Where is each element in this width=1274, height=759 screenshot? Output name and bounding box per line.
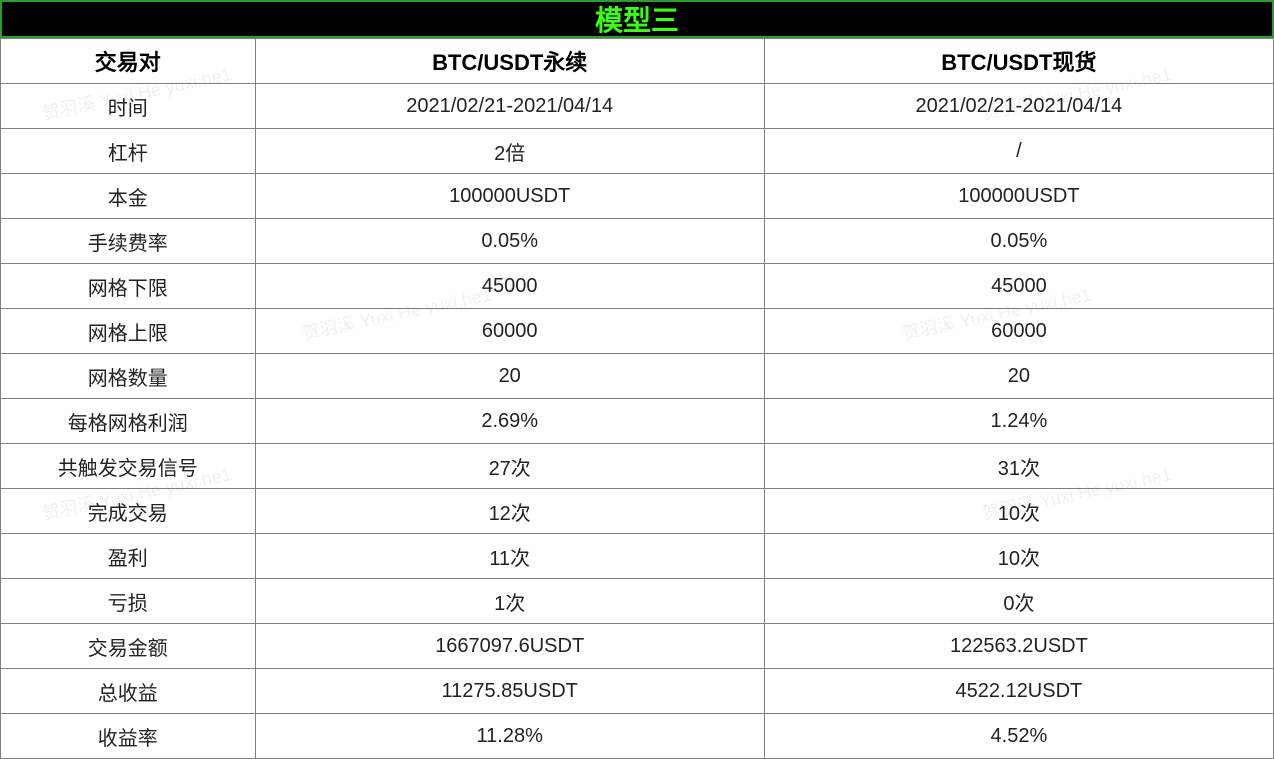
header-label: 交易对	[1, 39, 256, 84]
row-value-a: 45000	[255, 264, 764, 309]
table-row: 收益率11.28%4.52%	[1, 714, 1274, 759]
row-value-a: 2倍	[255, 129, 764, 174]
row-label: 手续费率	[1, 219, 256, 264]
row-label: 网格上限	[1, 309, 256, 354]
table-row: 共触发交易信号27次31次	[1, 444, 1274, 489]
row-label: 杠杆	[1, 129, 256, 174]
table-row: 网格上限6000060000	[1, 309, 1274, 354]
row-label: 收益率	[1, 714, 256, 759]
row-value-a: 20	[255, 354, 764, 399]
row-label: 交易金额	[1, 624, 256, 669]
row-value-a: 12次	[255, 489, 764, 534]
comparison-table: 交易对 BTC/USDT永续 BTC/USDT现货 时间2021/02/21-2…	[0, 38, 1274, 759]
row-value-b: 2021/02/21-2021/04/14	[764, 84, 1273, 129]
row-value-b: 60000	[764, 309, 1273, 354]
row-label: 完成交易	[1, 489, 256, 534]
row-label: 时间	[1, 84, 256, 129]
row-value-b: 1.24%	[764, 399, 1273, 444]
table-body: 时间2021/02/21-2021/04/142021/02/21-2021/0…	[1, 84, 1274, 759]
table-row: 盈利11次10次	[1, 534, 1274, 579]
row-value-a: 11次	[255, 534, 764, 579]
table-header-row: 交易对 BTC/USDT永续 BTC/USDT现货	[1, 39, 1274, 84]
table-row: 本金100000USDT100000USDT	[1, 174, 1274, 219]
row-value-a: 0.05%	[255, 219, 764, 264]
row-value-b: 0.05%	[764, 219, 1273, 264]
row-label: 共触发交易信号	[1, 444, 256, 489]
row-value-b: 20	[764, 354, 1273, 399]
row-value-a: 60000	[255, 309, 764, 354]
row-label: 网格下限	[1, 264, 256, 309]
table-row: 手续费率0.05%0.05%	[1, 219, 1274, 264]
row-value-b: 122563.2USDT	[764, 624, 1273, 669]
row-label: 总收益	[1, 669, 256, 714]
table-row: 网格数量2020	[1, 354, 1274, 399]
table-row: 网格下限4500045000	[1, 264, 1274, 309]
table-row: 总收益11275.85USDT4522.12USDT	[1, 669, 1274, 714]
row-value-b: 31次	[764, 444, 1273, 489]
row-value-b: 10次	[764, 534, 1273, 579]
row-value-b: 4522.12USDT	[764, 669, 1273, 714]
row-value-a: 2021/02/21-2021/04/14	[255, 84, 764, 129]
row-label: 盈利	[1, 534, 256, 579]
header-col-a: BTC/USDT永续	[255, 39, 764, 84]
row-value-a: 2.69%	[255, 399, 764, 444]
row-value-b: 0次	[764, 579, 1273, 624]
table-row: 交易金额1667097.6USDT122563.2USDT	[1, 624, 1274, 669]
row-label: 本金	[1, 174, 256, 219]
row-value-b: 100000USDT	[764, 174, 1273, 219]
row-value-a: 1667097.6USDT	[255, 624, 764, 669]
row-label: 每格网格利润	[1, 399, 256, 444]
row-value-b: 4.52%	[764, 714, 1273, 759]
page-container: 模型三 交易对 BTC/USDT永续 BTC/USDT现货 时间2021/02/…	[0, 0, 1274, 759]
row-value-b: 45000	[764, 264, 1273, 309]
row-value-a: 27次	[255, 444, 764, 489]
row-value-a: 1次	[255, 579, 764, 624]
row-value-b: 10次	[764, 489, 1273, 534]
row-label: 网格数量	[1, 354, 256, 399]
row-value-a: 11.28%	[255, 714, 764, 759]
header-col-b: BTC/USDT现货	[764, 39, 1273, 84]
title-bar: 模型三	[0, 0, 1274, 38]
table-row: 完成交易12次10次	[1, 489, 1274, 534]
row-value-b: /	[764, 129, 1273, 174]
row-value-a: 100000USDT	[255, 174, 764, 219]
row-label: 亏损	[1, 579, 256, 624]
table-row: 亏损1次0次	[1, 579, 1274, 624]
table-row: 每格网格利润2.69%1.24%	[1, 399, 1274, 444]
table-wrap: 模型三 交易对 BTC/USDT永续 BTC/USDT现货 时间2021/02/…	[0, 0, 1274, 759]
table-row: 时间2021/02/21-2021/04/142021/02/21-2021/0…	[1, 84, 1274, 129]
table-row: 杠杆2倍/	[1, 129, 1274, 174]
row-value-a: 11275.85USDT	[255, 669, 764, 714]
